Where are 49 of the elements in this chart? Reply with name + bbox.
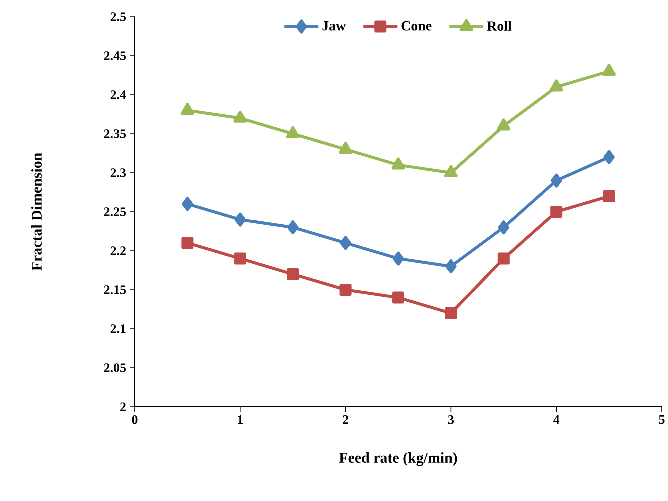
y-tick-label: 2.45 <box>104 52 126 60</box>
y-tick-label: 2.4 <box>110 90 126 100</box>
point <box>602 64 616 76</box>
y-tick-label: 2.25 <box>104 208 126 216</box>
x-tick-label: 3 <box>448 416 454 424</box>
point <box>287 220 299 235</box>
point <box>444 166 458 178</box>
legend-label: Roll <box>487 21 512 32</box>
point <box>234 252 246 265</box>
point <box>497 118 511 131</box>
point <box>340 284 352 296</box>
point <box>234 110 248 123</box>
point <box>182 197 194 212</box>
point <box>339 142 352 154</box>
point <box>498 220 510 235</box>
point <box>340 236 352 250</box>
point <box>550 174 562 188</box>
point <box>550 206 563 218</box>
point <box>234 212 246 227</box>
point <box>604 150 615 164</box>
x-tick-label: 5 <box>659 416 665 424</box>
x-tick-label: 2 <box>343 416 348 424</box>
point <box>287 268 300 280</box>
point <box>446 260 457 274</box>
y-tick-label: 2.05 <box>104 364 126 372</box>
point <box>286 126 300 138</box>
legend-label: Cone <box>402 21 432 31</box>
point <box>392 252 404 266</box>
point <box>182 237 194 250</box>
y-tick-label: 2.1 <box>110 324 126 334</box>
legend-label: Jaw <box>322 21 346 31</box>
y-axis-title: Fractal Dimension <box>31 153 42 271</box>
x-axis-title: Feed rate (kg/min) <box>339 452 458 466</box>
point <box>392 158 406 170</box>
point <box>498 252 510 265</box>
y-tick-label: 2.5 <box>110 12 126 22</box>
point <box>550 80 564 92</box>
point <box>181 103 194 116</box>
point <box>445 307 458 320</box>
x-tick-label: 4 <box>554 416 560 424</box>
y-tick-label: 2 <box>120 402 126 412</box>
x-tick-label: 0 <box>132 416 138 424</box>
point <box>603 190 616 202</box>
x-tick-label: 1 <box>238 416 243 424</box>
point <box>392 292 404 304</box>
y-tick-label: 2.3 <box>110 168 126 178</box>
y-tick-label: 2.35 <box>104 130 126 138</box>
y-tick-label: 2.15 <box>104 286 126 294</box>
y-tick-label: 2.2 <box>110 246 126 256</box>
